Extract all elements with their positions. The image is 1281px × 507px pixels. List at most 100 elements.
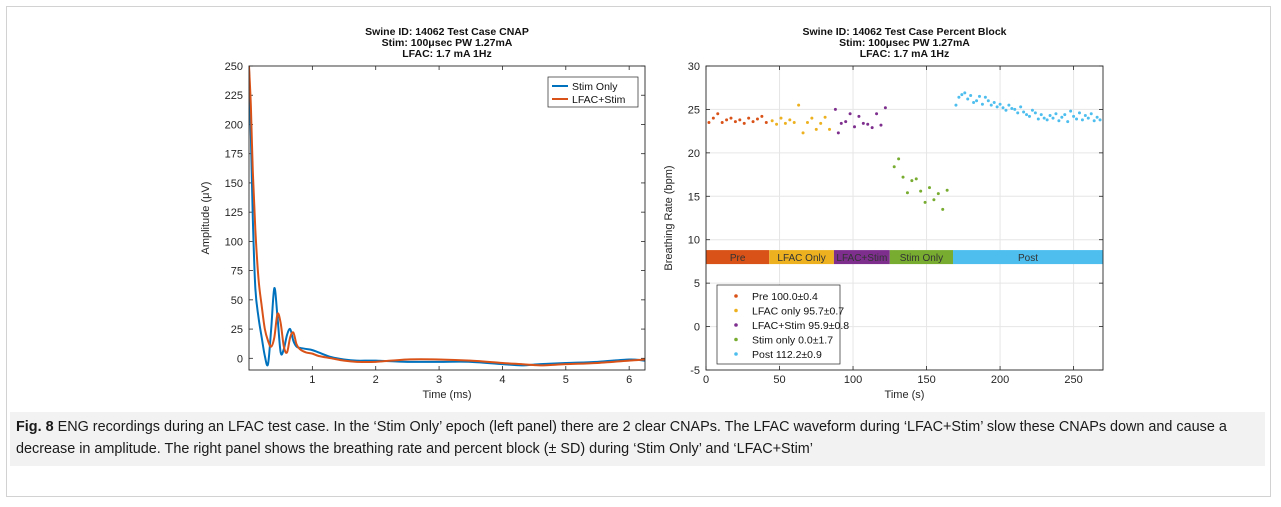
data-point xyxy=(1001,106,1005,110)
legend-entry: LFAC only 95.7±0.7 xyxy=(752,306,844,318)
data-point xyxy=(977,94,981,98)
legend-entry: Pre 100.0±0.4 xyxy=(752,291,818,303)
legend-marker xyxy=(734,308,738,313)
legend-entry: Stim only 0.0±1.7 xyxy=(752,335,833,347)
data-point xyxy=(797,103,801,107)
y-tick-label: 25 xyxy=(231,324,243,336)
epoch-segment xyxy=(833,250,890,265)
data-point xyxy=(707,120,711,124)
data-point xyxy=(1051,116,1055,120)
data-point xyxy=(960,93,964,97)
data-point xyxy=(936,192,940,196)
data-point xyxy=(1036,117,1040,121)
y-tick-label: 0 xyxy=(694,322,700,334)
data-point xyxy=(1066,120,1070,124)
legend-entry: LFAC+Stim 95.9±0.8 xyxy=(752,320,849,332)
data-point xyxy=(1042,116,1046,120)
data-point xyxy=(966,97,970,101)
x-tick-label: 50 xyxy=(773,374,785,386)
data-point xyxy=(1069,109,1073,113)
data-point xyxy=(927,186,931,190)
y-tick-label: 15 xyxy=(688,191,700,203)
data-point xyxy=(983,95,987,99)
data-point xyxy=(883,106,887,110)
data-point xyxy=(755,117,759,121)
data-point xyxy=(716,112,720,116)
x-tick-label: 250 xyxy=(1064,374,1082,386)
data-point xyxy=(914,177,918,181)
x-tick-label: 100 xyxy=(844,374,862,386)
data-point xyxy=(788,118,792,122)
data-point xyxy=(932,198,936,202)
data-point xyxy=(1007,103,1011,107)
y-tick-label: 100 xyxy=(225,236,243,248)
data-point xyxy=(725,118,729,122)
data-point xyxy=(1057,119,1061,123)
legend-marker xyxy=(734,323,738,327)
data-point xyxy=(819,121,823,125)
data-point xyxy=(941,207,945,211)
data-point xyxy=(823,115,827,119)
data-point xyxy=(919,189,923,193)
y-tick-label: -5 xyxy=(690,365,700,377)
data-point xyxy=(751,120,755,124)
legend-entry: Stim Only xyxy=(572,81,618,93)
legend-entry: LFAC+Stim xyxy=(572,94,626,106)
y-tick-label: 175 xyxy=(225,149,243,161)
data-point xyxy=(836,131,840,135)
chart-title-line: Stim: 100μsec PW 1.27mA xyxy=(382,37,513,49)
plot-frame xyxy=(705,65,1104,371)
data-point xyxy=(1022,110,1026,114)
data-point xyxy=(1077,111,1081,115)
percent-block-chart: Swine ID: 14062 Test Case Percent Block S… xyxy=(663,26,1104,401)
x-tick-label: 5 xyxy=(563,374,569,386)
caption-text: ENG recordings during an LFAC test case.… xyxy=(16,419,1227,457)
legend-entry: Post 112.2±0.9 xyxy=(752,349,822,361)
y-tick-label: 200 xyxy=(225,119,243,131)
data-point xyxy=(1039,113,1043,117)
epoch-label: LFAC+Stim xyxy=(836,253,887,264)
y-tick-label: 150 xyxy=(225,178,243,190)
data-point xyxy=(972,100,976,104)
data-point xyxy=(720,120,724,124)
data-point xyxy=(975,99,979,103)
series-line-lfac-stim xyxy=(249,66,645,367)
x-tick-label: 200 xyxy=(991,374,1009,386)
x-tick-label: 150 xyxy=(917,374,935,386)
data-point xyxy=(848,112,852,116)
data-point xyxy=(853,125,857,129)
data-point xyxy=(1048,114,1052,118)
data-point xyxy=(1080,118,1084,122)
data-point xyxy=(733,120,737,124)
data-point xyxy=(833,107,837,111)
data-point xyxy=(1025,113,1029,117)
data-point xyxy=(910,179,914,183)
data-point xyxy=(770,119,774,123)
y-axis-label: Breathing Rate (bpm) xyxy=(663,165,675,270)
data-point xyxy=(879,123,883,127)
data-point xyxy=(828,127,832,131)
data-point xyxy=(989,103,993,107)
figure-caption: Fig. 8 ENG recordings during an LFAC test… xyxy=(10,412,1265,466)
y-tick-label: 75 xyxy=(231,266,243,278)
data-point xyxy=(792,120,796,124)
chart-title-line: LFAC: 1.7 mA 1Hz xyxy=(860,48,949,60)
chart-title-line: Swine ID: 14062 Test Case Percent Block xyxy=(802,26,1006,38)
data-point xyxy=(1060,115,1064,119)
epoch-label: Pre xyxy=(730,253,746,264)
data-point xyxy=(760,114,764,118)
data-point xyxy=(775,122,779,126)
data-point xyxy=(844,120,848,124)
data-point xyxy=(1075,117,1079,121)
chart-title-line: LFAC: 1.7 mA 1Hz xyxy=(402,48,491,60)
plot-frame xyxy=(248,65,646,371)
epoch-segment xyxy=(769,250,834,265)
data-point xyxy=(1030,108,1034,112)
epoch-segment xyxy=(706,250,770,265)
data-point xyxy=(998,102,1002,106)
data-point xyxy=(729,116,733,120)
data-point xyxy=(839,121,843,125)
y-axis-label: Amplitude (μV) xyxy=(200,182,212,255)
data-point xyxy=(1033,111,1037,115)
y-tick-label: 20 xyxy=(688,148,700,160)
